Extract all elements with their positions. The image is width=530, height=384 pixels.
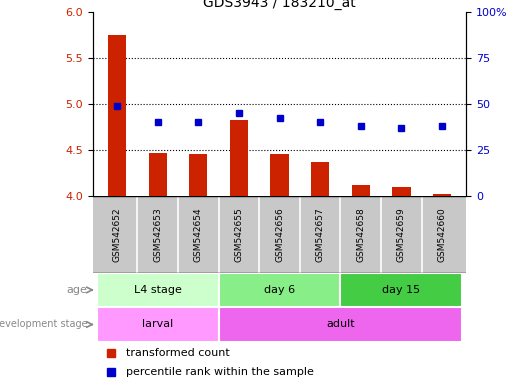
Bar (219, 273, 340, 307)
Bar (352, 185, 370, 196)
Text: percentile rank within the sample: percentile rank within the sample (126, 367, 314, 377)
Text: GSM542659: GSM542659 (397, 207, 406, 262)
Bar (230, 120, 248, 196)
Bar (392, 187, 411, 196)
Text: age: age (67, 285, 87, 295)
Title: GDS3943 / 183210_at: GDS3943 / 183210_at (203, 0, 356, 10)
Text: GSM542657: GSM542657 (316, 207, 325, 262)
Text: larval: larval (142, 319, 173, 329)
Text: GSM542652: GSM542652 (112, 207, 121, 262)
Text: GSM542655: GSM542655 (234, 207, 243, 262)
Bar (97, 273, 219, 307)
Bar (108, 35, 126, 196)
Bar (219, 307, 462, 342)
Bar (340, 273, 462, 307)
Text: transformed count: transformed count (126, 348, 230, 358)
Text: day 6: day 6 (264, 285, 295, 295)
Text: day 15: day 15 (382, 285, 420, 295)
Text: GSM542658: GSM542658 (356, 207, 365, 262)
Text: GSM542656: GSM542656 (275, 207, 284, 262)
Bar (148, 152, 167, 196)
Bar (270, 154, 289, 196)
Text: GSM542653: GSM542653 (153, 207, 162, 262)
Bar (311, 162, 329, 196)
Text: L4 stage: L4 stage (134, 285, 182, 295)
Text: GSM542660: GSM542660 (438, 207, 447, 262)
Bar (97, 307, 219, 342)
Text: GSM542654: GSM542654 (194, 207, 203, 262)
Bar (433, 194, 451, 196)
Text: development stage: development stage (0, 319, 87, 329)
Bar (189, 154, 207, 196)
Text: adult: adult (326, 319, 355, 329)
